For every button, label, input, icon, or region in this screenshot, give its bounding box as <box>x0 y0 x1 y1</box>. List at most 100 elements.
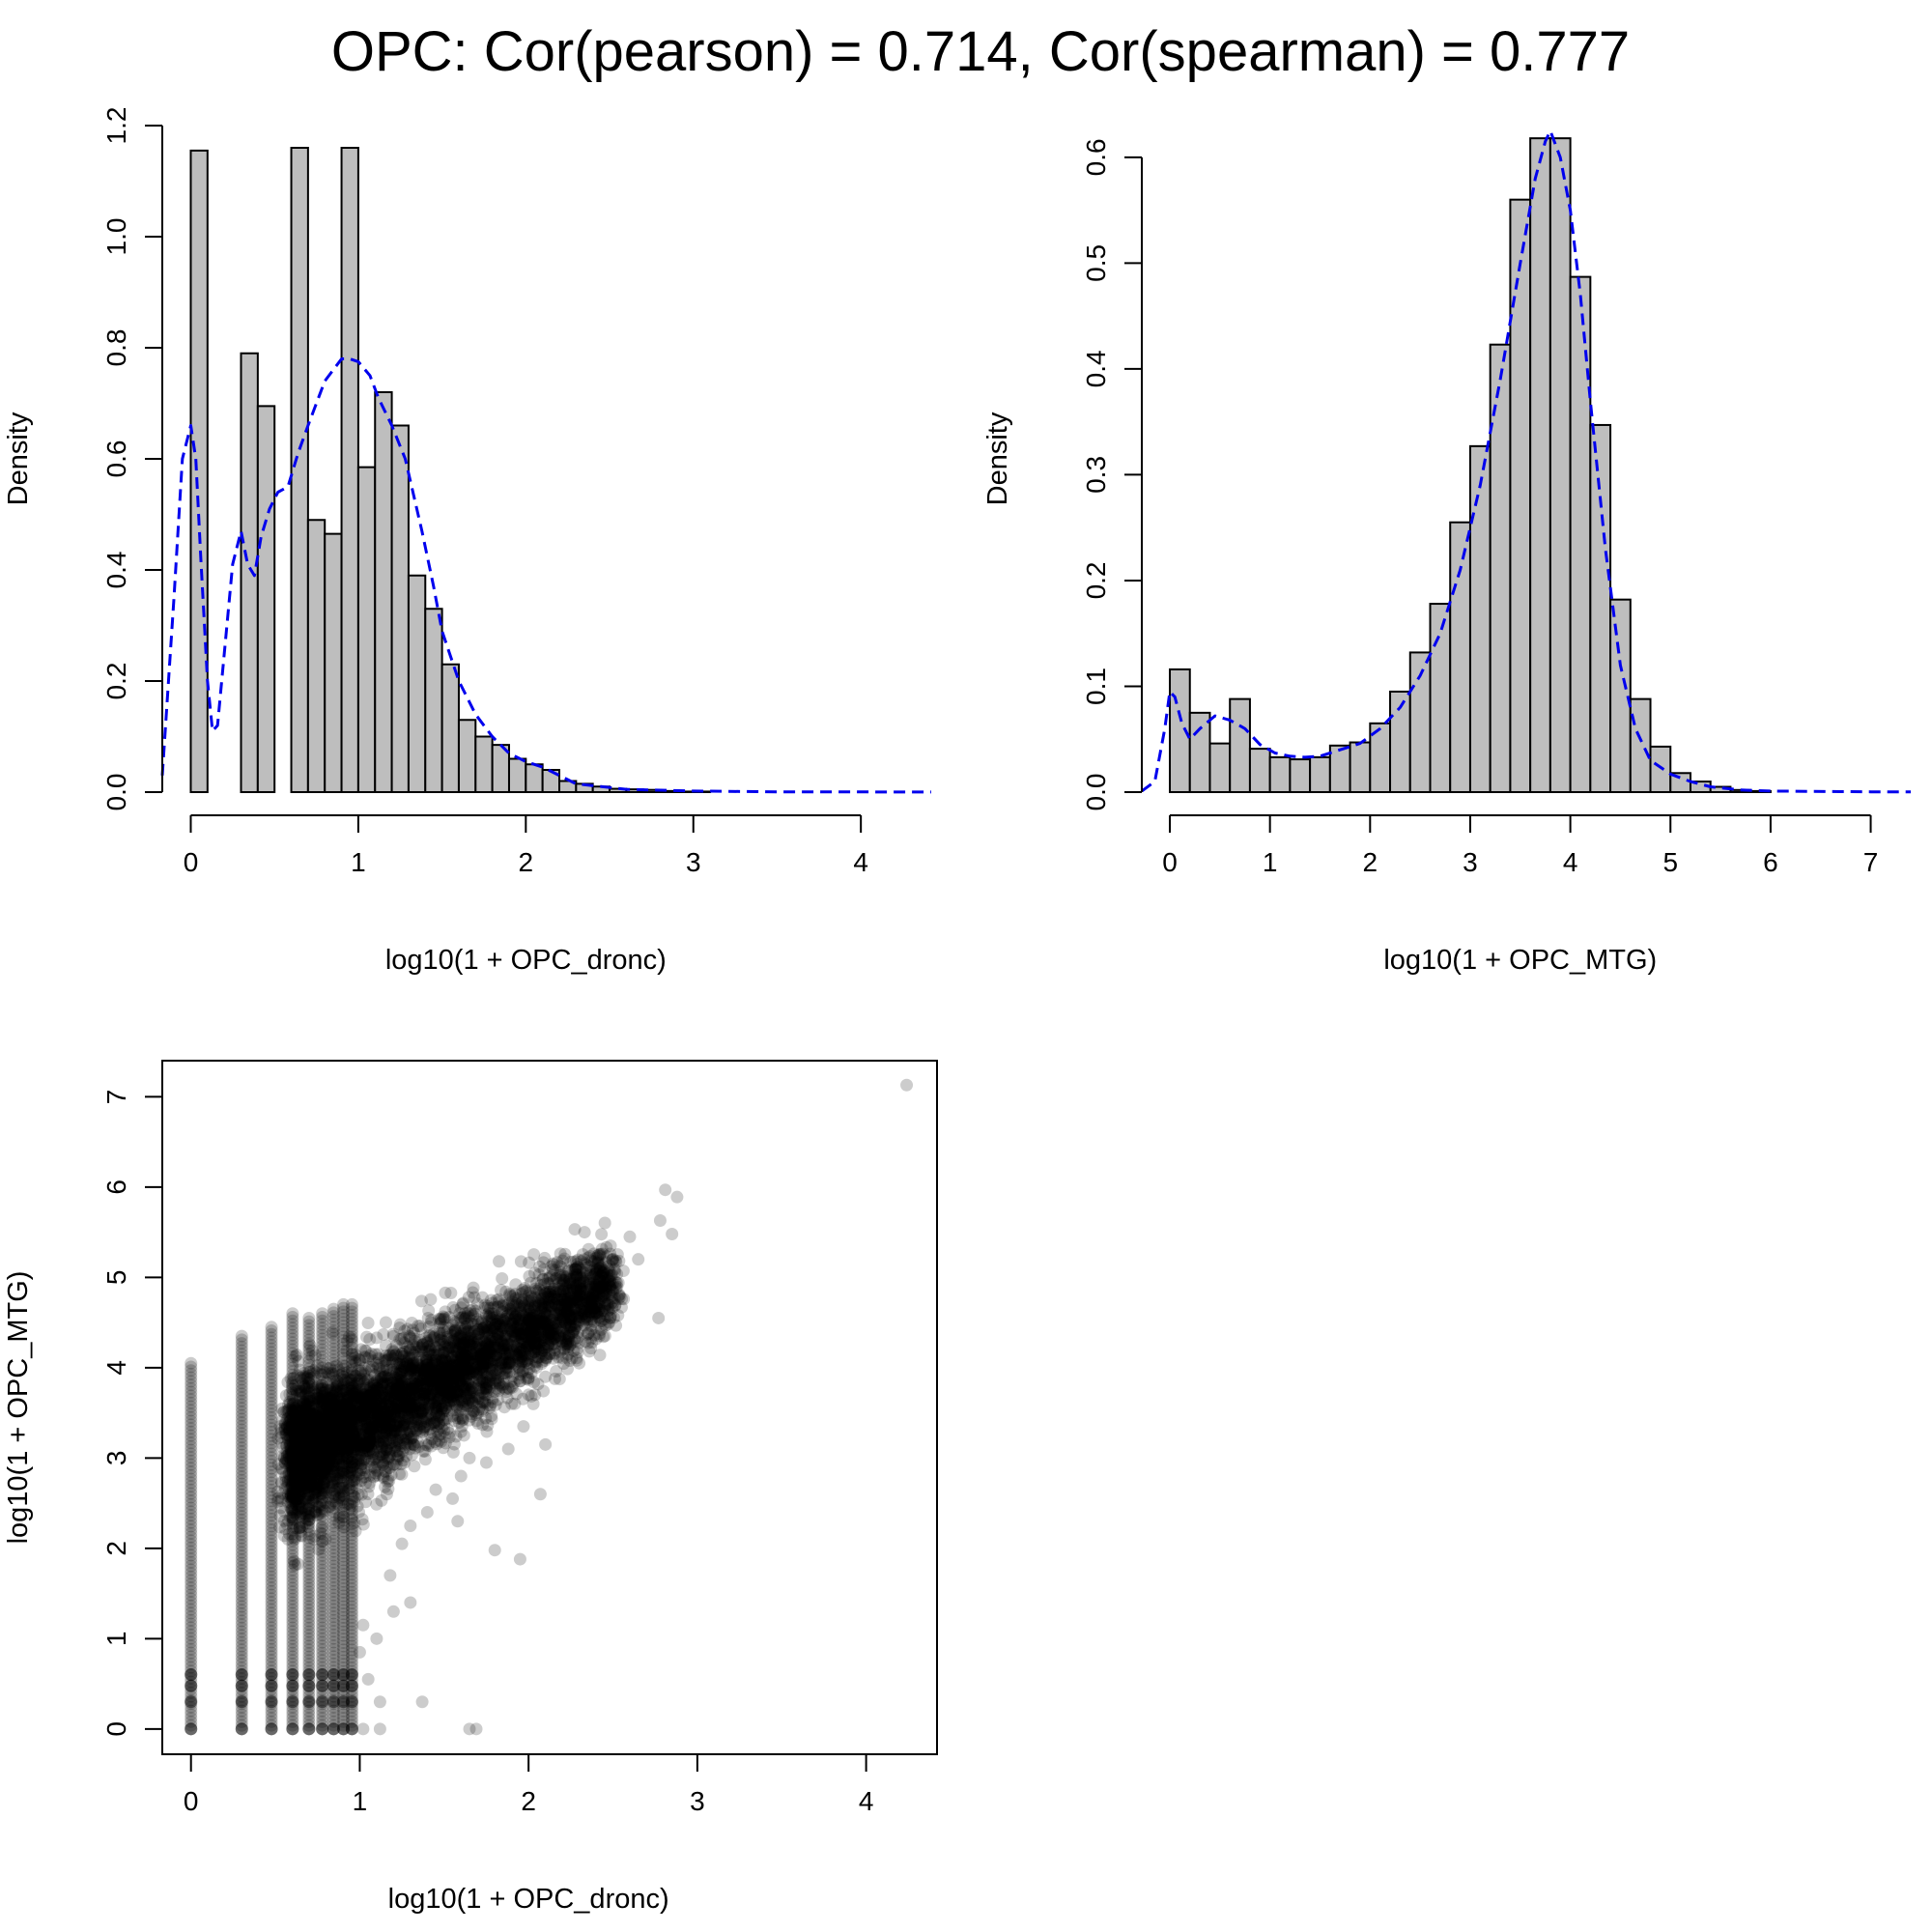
scatter-point <box>265 1368 278 1381</box>
scatter-point <box>265 1700 278 1714</box>
scatter-point <box>235 1369 248 1382</box>
scatter-point <box>316 1719 329 1732</box>
scatter-point <box>302 1373 316 1386</box>
scatter-point <box>265 1584 278 1598</box>
scatter-point <box>286 1679 299 1692</box>
scatter-point <box>265 1671 278 1685</box>
scatter-point <box>302 1358 316 1372</box>
scatter-point <box>286 1527 299 1541</box>
scatter-point <box>235 1668 248 1682</box>
histogram-bar <box>1229 697 1251 793</box>
scatter-point <box>286 1546 299 1559</box>
scatter-point <box>265 1545 278 1558</box>
scatter-point <box>286 1311 299 1324</box>
scatter-point <box>286 1390 299 1404</box>
scatter-point <box>265 1353 278 1367</box>
scatter-point <box>286 1307 299 1321</box>
scatter-point <box>265 1447 278 1461</box>
scatter-point <box>235 1365 248 1378</box>
scatter-point <box>235 1419 248 1433</box>
scatter-point <box>302 1722 316 1736</box>
y-tick-label: 0.0 <box>1081 774 1111 811</box>
scatter-point <box>302 1329 316 1343</box>
scatter-point <box>235 1668 248 1682</box>
scatter-point <box>302 1687 316 1700</box>
scatter-point <box>235 1578 248 1592</box>
scatter-point <box>185 1458 198 1471</box>
scatter-point <box>286 1690 299 1703</box>
scatter-point <box>265 1639 278 1653</box>
scatter-point <box>235 1517 248 1530</box>
scatter-point <box>265 1422 278 1435</box>
scatter-point <box>302 1539 316 1552</box>
scatter-point <box>235 1441 248 1455</box>
scatter-point <box>265 1512 278 1525</box>
scatter-point <box>185 1476 198 1490</box>
scatter-point <box>316 1650 329 1663</box>
scatter-point <box>185 1494 198 1508</box>
scatter-point <box>265 1404 278 1417</box>
scatter-point <box>302 1715 316 1728</box>
scatter-point <box>345 1722 358 1736</box>
scatter-point <box>418 1453 432 1466</box>
scatter-point <box>185 1563 198 1577</box>
x-tick-label: 6 <box>1763 847 1778 877</box>
scatter-point <box>185 1695 198 1709</box>
scatter-point <box>265 1625 278 1638</box>
scatter-point <box>235 1675 248 1689</box>
scatter-point <box>316 1639 329 1653</box>
scatter-point <box>265 1690 278 1703</box>
scatter-point <box>302 1567 316 1580</box>
scatter-point <box>185 1530 198 1544</box>
scatter-point <box>316 1610 329 1624</box>
scatter-point <box>185 1635 198 1649</box>
scatter-point <box>235 1722 248 1736</box>
scatter-point <box>286 1401 299 1414</box>
histogram-bars <box>1169 137 1772 794</box>
scatter-point <box>302 1679 316 1692</box>
scatter-point <box>185 1497 198 1511</box>
scatter-point <box>185 1679 198 1692</box>
x-tick-label: 3 <box>686 847 701 877</box>
scatter-point <box>286 1480 299 1493</box>
scatter-point <box>316 1679 329 1692</box>
scatter-point <box>302 1387 316 1401</box>
scatter-point <box>265 1661 278 1674</box>
scatter-point <box>302 1498 316 1512</box>
scatter-point <box>185 1628 198 1641</box>
histogram-bar <box>1468 444 1492 793</box>
scatter-point <box>265 1719 278 1732</box>
scatter-point <box>316 1654 329 1667</box>
scatter-point <box>302 1719 316 1732</box>
scatter-point <box>286 1683 299 1696</box>
scatter-point <box>286 1394 299 1407</box>
y-tick-label: 0.5 <box>1081 244 1111 282</box>
scatter-point <box>302 1589 316 1603</box>
scatter-point <box>316 1614 329 1628</box>
scatter-point <box>185 1480 198 1493</box>
histogram-bar <box>424 608 443 793</box>
scatter-point <box>302 1646 316 1660</box>
scatter-point <box>235 1354 248 1368</box>
scatter-point <box>286 1426 299 1439</box>
scatter-point <box>185 1581 198 1595</box>
scatter-point <box>302 1683 316 1696</box>
scatter-point <box>265 1538 278 1551</box>
scatter-point <box>265 1642 278 1656</box>
scatter-point <box>235 1722 248 1736</box>
scatter-point <box>302 1325 316 1339</box>
scatter-point <box>302 1604 316 1617</box>
scatter-point <box>286 1625 299 1638</box>
scatter-point <box>185 1407 198 1421</box>
scatter-point <box>265 1679 278 1692</box>
scatter-point <box>185 1534 198 1548</box>
scatter-point <box>265 1668 278 1682</box>
scatter-point <box>316 1661 329 1674</box>
scatter-point <box>345 1297 358 1311</box>
scatter-point <box>265 1668 278 1682</box>
scatter-point <box>316 1625 329 1638</box>
y-tick-label: 0.2 <box>101 663 131 700</box>
scatter-point <box>286 1575 299 1587</box>
